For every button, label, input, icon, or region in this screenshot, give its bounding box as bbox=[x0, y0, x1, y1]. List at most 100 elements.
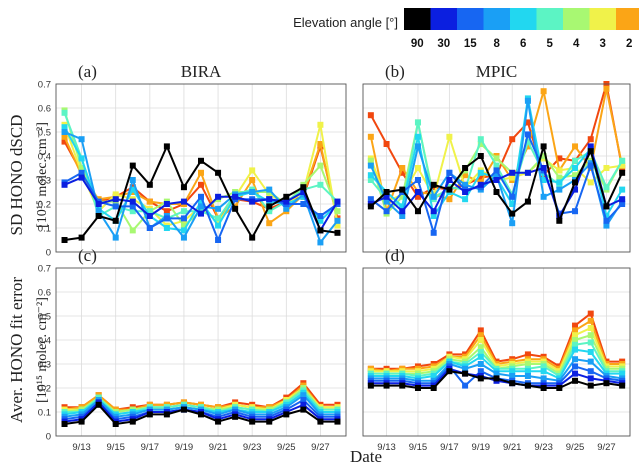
colorbar-cell-4 bbox=[563, 8, 590, 30]
data-point bbox=[556, 186, 563, 193]
series-30-deg bbox=[61, 174, 341, 234]
data-point bbox=[266, 203, 273, 210]
data-point bbox=[367, 177, 374, 183]
data-point bbox=[572, 322, 579, 329]
data-point bbox=[129, 186, 136, 193]
data-point bbox=[619, 196, 626, 203]
data-point bbox=[383, 198, 390, 205]
data-point bbox=[477, 327, 484, 334]
data-point bbox=[399, 382, 406, 389]
data-point bbox=[146, 181, 153, 188]
data-point bbox=[524, 368, 531, 375]
data-point bbox=[477, 153, 484, 159]
colorbar-cell-30 bbox=[430, 8, 458, 30]
data-point bbox=[129, 203, 136, 210]
data-point bbox=[477, 141, 484, 147]
data-point bbox=[524, 143, 531, 150]
data-point bbox=[215, 222, 222, 229]
colorbar-tick-label: 5 bbox=[547, 38, 554, 50]
data-point bbox=[572, 186, 579, 193]
data-point bbox=[462, 189, 469, 195]
data-point bbox=[619, 169, 626, 176]
data-point bbox=[78, 174, 85, 181]
colorbar-tick-label: 2 bbox=[626, 38, 632, 50]
data-point bbox=[95, 401, 102, 408]
data-point bbox=[300, 406, 307, 413]
data-point bbox=[198, 193, 204, 200]
data-point bbox=[215, 237, 222, 243]
x-tick-label: 9/19 bbox=[175, 442, 194, 453]
panel-a: 0 0.1 0.2 0.3 0.4 0.5 0.6 0.7 (a) BIRA bbox=[38, 62, 347, 259]
data-point bbox=[334, 418, 341, 425]
x-tick-label: 9/19 bbox=[472, 442, 491, 453]
data-point bbox=[446, 169, 453, 176]
data-point bbox=[367, 196, 374, 203]
data-point bbox=[163, 201, 170, 207]
data-point bbox=[367, 382, 374, 389]
data-point bbox=[78, 418, 85, 425]
plot-frame bbox=[362, 83, 631, 253]
data-point bbox=[317, 418, 324, 425]
data-point bbox=[266, 196, 273, 203]
data-point bbox=[619, 162, 626, 169]
data-point bbox=[540, 363, 547, 370]
data-point bbox=[603, 165, 610, 171]
data-point bbox=[399, 203, 406, 210]
data-point bbox=[414, 208, 421, 215]
data-point bbox=[249, 418, 256, 425]
data-point bbox=[266, 418, 273, 425]
plot-frame bbox=[362, 267, 631, 437]
data-point bbox=[249, 234, 256, 241]
data-point bbox=[430, 373, 437, 379]
colorbar-cells bbox=[404, 8, 639, 30]
data-point bbox=[146, 225, 153, 231]
panel-title: BIRA bbox=[181, 62, 222, 81]
data-point bbox=[509, 220, 516, 227]
data-point bbox=[430, 229, 437, 236]
data-point bbox=[414, 385, 421, 391]
data-point bbox=[572, 356, 579, 363]
data-point bbox=[317, 213, 324, 219]
data-point bbox=[603, 222, 610, 229]
data-point bbox=[283, 205, 290, 212]
y-tick-label: 0.7 bbox=[38, 264, 51, 275]
data-point bbox=[180, 184, 187, 191]
x-tick-label: 9/25 bbox=[277, 442, 296, 453]
panel-label: (a) bbox=[78, 62, 97, 81]
colorbar: Elevation angle [°] 9030158654321 bbox=[293, 8, 639, 50]
data-point bbox=[232, 413, 239, 420]
data-point bbox=[383, 382, 390, 389]
data-point bbox=[556, 385, 563, 391]
panel-title: MPIC bbox=[476, 62, 518, 81]
data-point bbox=[446, 368, 453, 375]
y-label-top-line2: [10¹⁵ molec. cm⁻²] bbox=[35, 122, 50, 228]
data-point bbox=[317, 162, 324, 169]
data-point bbox=[587, 310, 594, 317]
data-point bbox=[317, 181, 324, 188]
data-point bbox=[249, 189, 256, 195]
data-point bbox=[61, 124, 68, 131]
data-point bbox=[477, 353, 484, 360]
data-point bbox=[587, 179, 594, 186]
data-point bbox=[509, 210, 516, 217]
data-point bbox=[587, 332, 594, 339]
data-point bbox=[572, 377, 579, 384]
data-point bbox=[493, 172, 500, 179]
colorbar-tick-label: 90 bbox=[411, 38, 424, 50]
data-point bbox=[334, 208, 341, 215]
colorbar-tick-label: 15 bbox=[464, 38, 477, 50]
series-90-deg bbox=[61, 401, 341, 427]
data-point bbox=[112, 234, 119, 241]
data-point bbox=[367, 157, 374, 164]
data-point bbox=[78, 234, 85, 241]
data-point bbox=[317, 217, 324, 224]
x-axis-label: Date bbox=[350, 447, 382, 466]
colorbar-cell-8 bbox=[483, 8, 511, 30]
data-point bbox=[587, 382, 594, 389]
data-point bbox=[430, 181, 437, 188]
data-point bbox=[61, 138, 68, 145]
data-point bbox=[232, 193, 239, 200]
data-point bbox=[462, 365, 469, 372]
data-point bbox=[572, 165, 579, 171]
x-tick-label: 9/23 bbox=[243, 442, 262, 453]
